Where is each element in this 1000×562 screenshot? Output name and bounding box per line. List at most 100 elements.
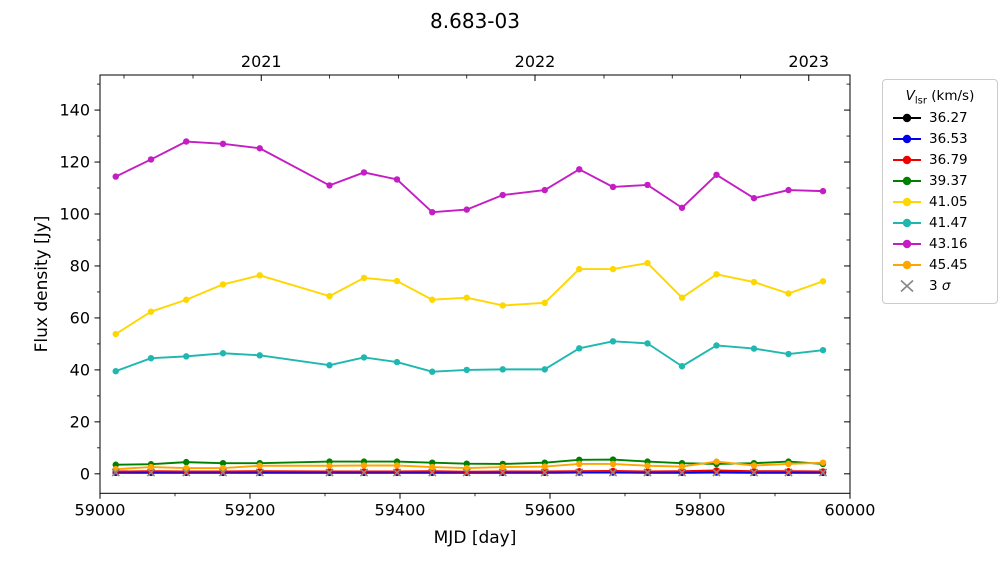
data-point	[147, 354, 155, 362]
data-point	[541, 299, 548, 307]
axes-frame	[99, 74, 851, 494]
data-point	[576, 265, 583, 273]
y-axis-label: Flux density [Jy]	[32, 215, 52, 353]
sigma-x-marker	[428, 468, 437, 477]
legend-item-36.53: 36.53	[892, 128, 988, 149]
legend-label: 41.47	[929, 214, 968, 231]
data-point	[609, 467, 617, 475]
data-point	[429, 208, 436, 216]
data-point	[219, 350, 227, 357]
legend-item-45.45: 45.45	[892, 254, 988, 275]
x-axis-label: MJD [day]	[433, 528, 517, 548]
data-point	[183, 458, 190, 466]
sigma-x-marker	[325, 468, 334, 477]
data-point	[393, 277, 401, 285]
legend-label: 41.05	[929, 193, 968, 210]
data-point	[819, 278, 827, 285]
sigma-x-marker	[677, 468, 687, 477]
data-point	[360, 274, 368, 282]
legend-item-39.37: 39.37	[892, 170, 988, 191]
data-point	[541, 366, 548, 373]
data-point	[609, 338, 617, 345]
data-point	[609, 265, 617, 273]
legend-item-36.79: 36.79	[892, 149, 988, 170]
data-point	[219, 459, 227, 467]
series-45.45	[112, 458, 827, 473]
legend-title-subscript: lsr	[914, 95, 927, 107]
data-point	[147, 463, 155, 471]
data-point	[463, 206, 470, 213]
sigma-x-marker	[643, 468, 652, 477]
data-point	[499, 191, 506, 199]
sigma-x-marker	[818, 468, 828, 477]
data-point	[360, 354, 368, 361]
data-point	[819, 459, 827, 466]
data-point	[256, 145, 263, 152]
legend-label: 39.37	[929, 172, 968, 189]
data-point	[785, 186, 792, 194]
data-point	[112, 173, 119, 180]
data-point	[183, 464, 190, 472]
year-tick-label: 2022	[515, 52, 556, 71]
data-point	[463, 460, 470, 467]
data-point	[219, 140, 227, 148]
data-point	[393, 358, 401, 366]
data-point	[326, 182, 333, 189]
data-point	[256, 352, 263, 359]
x-tick-label: 59800	[675, 500, 726, 519]
sigma-markers	[111, 468, 828, 477]
data-point	[183, 353, 190, 360]
legend-label: 45.45	[929, 256, 968, 273]
data-point	[147, 156, 155, 163]
data-point	[112, 461, 119, 468]
data-point	[644, 181, 651, 189]
series-43.16	[112, 138, 827, 216]
data-point	[429, 463, 436, 471]
y-tick-label: 80	[70, 256, 90, 275]
legend-title-symbol: V	[905, 88, 915, 104]
data-point	[644, 259, 651, 267]
legend-line-sample	[893, 134, 921, 143]
data-point	[429, 459, 436, 466]
data-point	[393, 176, 401, 183]
data-point	[256, 468, 263, 475]
data-point	[609, 456, 617, 463]
x-tick-label: 59000	[75, 500, 126, 519]
data-point	[219, 464, 227, 472]
data-point	[576, 468, 583, 475]
data-point	[429, 368, 436, 375]
data-point	[576, 345, 583, 352]
sigma-x-marker	[462, 468, 471, 477]
data-point	[393, 462, 401, 469]
legend-item-41.05: 41.05	[892, 191, 988, 212]
data-point	[609, 460, 617, 468]
data-point	[678, 363, 686, 370]
legend-label: 36.27	[929, 109, 968, 126]
sigma-x-marker	[146, 468, 156, 477]
sigma-x-marker	[182, 468, 191, 477]
chart-title: 8.683-03	[430, 9, 520, 33]
y-tick-label: 120	[59, 153, 90, 172]
data-point	[678, 294, 686, 301]
y-tick-label: 40	[70, 360, 90, 379]
data-point	[256, 272, 263, 279]
data-point	[429, 296, 436, 303]
data-point	[463, 366, 470, 374]
data-point	[785, 468, 792, 475]
legend-line-sample	[893, 197, 921, 206]
data-point	[785, 290, 792, 297]
data-point	[360, 169, 368, 176]
y-tick-label: 60	[70, 308, 90, 327]
series-line	[114, 469, 824, 473]
sigma-x-marker	[575, 468, 584, 477]
legend-line-sample	[893, 239, 921, 248]
data-point	[219, 281, 227, 288]
data-point	[541, 463, 548, 470]
data-point	[326, 462, 333, 469]
x-tick-label: 60000	[825, 500, 876, 519]
legend-line-sample	[893, 113, 921, 122]
legend: Vlsr (km/s) 36.27 36.53 36.79 39.37 41.05 41.…	[882, 79, 998, 304]
data-point	[541, 186, 548, 194]
data-point	[256, 462, 263, 469]
